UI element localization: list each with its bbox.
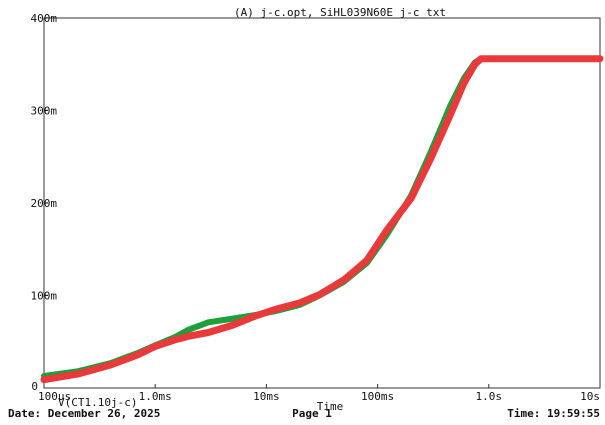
footer-page: Page 1 (292, 407, 332, 420)
y-tick-label: 0 (31, 380, 38, 393)
y-tick-label: 300m (31, 105, 58, 118)
axis-ticks: 100us 1.0ms 10ms 100ms 1.0s 10s 0 100m 200m 300m 4… (31, 12, 601, 403)
footer-date: Date: December 26, 2025 (8, 407, 160, 420)
x-tick-label: 10ms (253, 390, 280, 403)
plot-frame (43, 17, 601, 389)
chart-title: (A) j-c.opt, SiHL039N60E_j-c_txt (234, 6, 446, 19)
x-tick-label: 1.0s (476, 390, 503, 403)
x-tick-label: 100us (38, 390, 71, 403)
trace-label: V(CT1.10j-c) (58, 396, 137, 409)
x-axis-label: Time (317, 400, 344, 413)
y-tick-label: 400m (31, 12, 58, 25)
series-line-1 (41, 55, 603, 379)
x-tick-label: 100ms (361, 390, 394, 403)
footer-time: Time: 19:59:55 (507, 407, 600, 420)
series-line-2 (40, 55, 604, 384)
y-tick-label: 100m (31, 290, 58, 303)
x-tick-label: 1.0ms (139, 390, 172, 403)
y-tick-label: 200m (31, 197, 58, 210)
x-tick-label: 10s (580, 390, 600, 403)
series-group (40, 55, 604, 384)
